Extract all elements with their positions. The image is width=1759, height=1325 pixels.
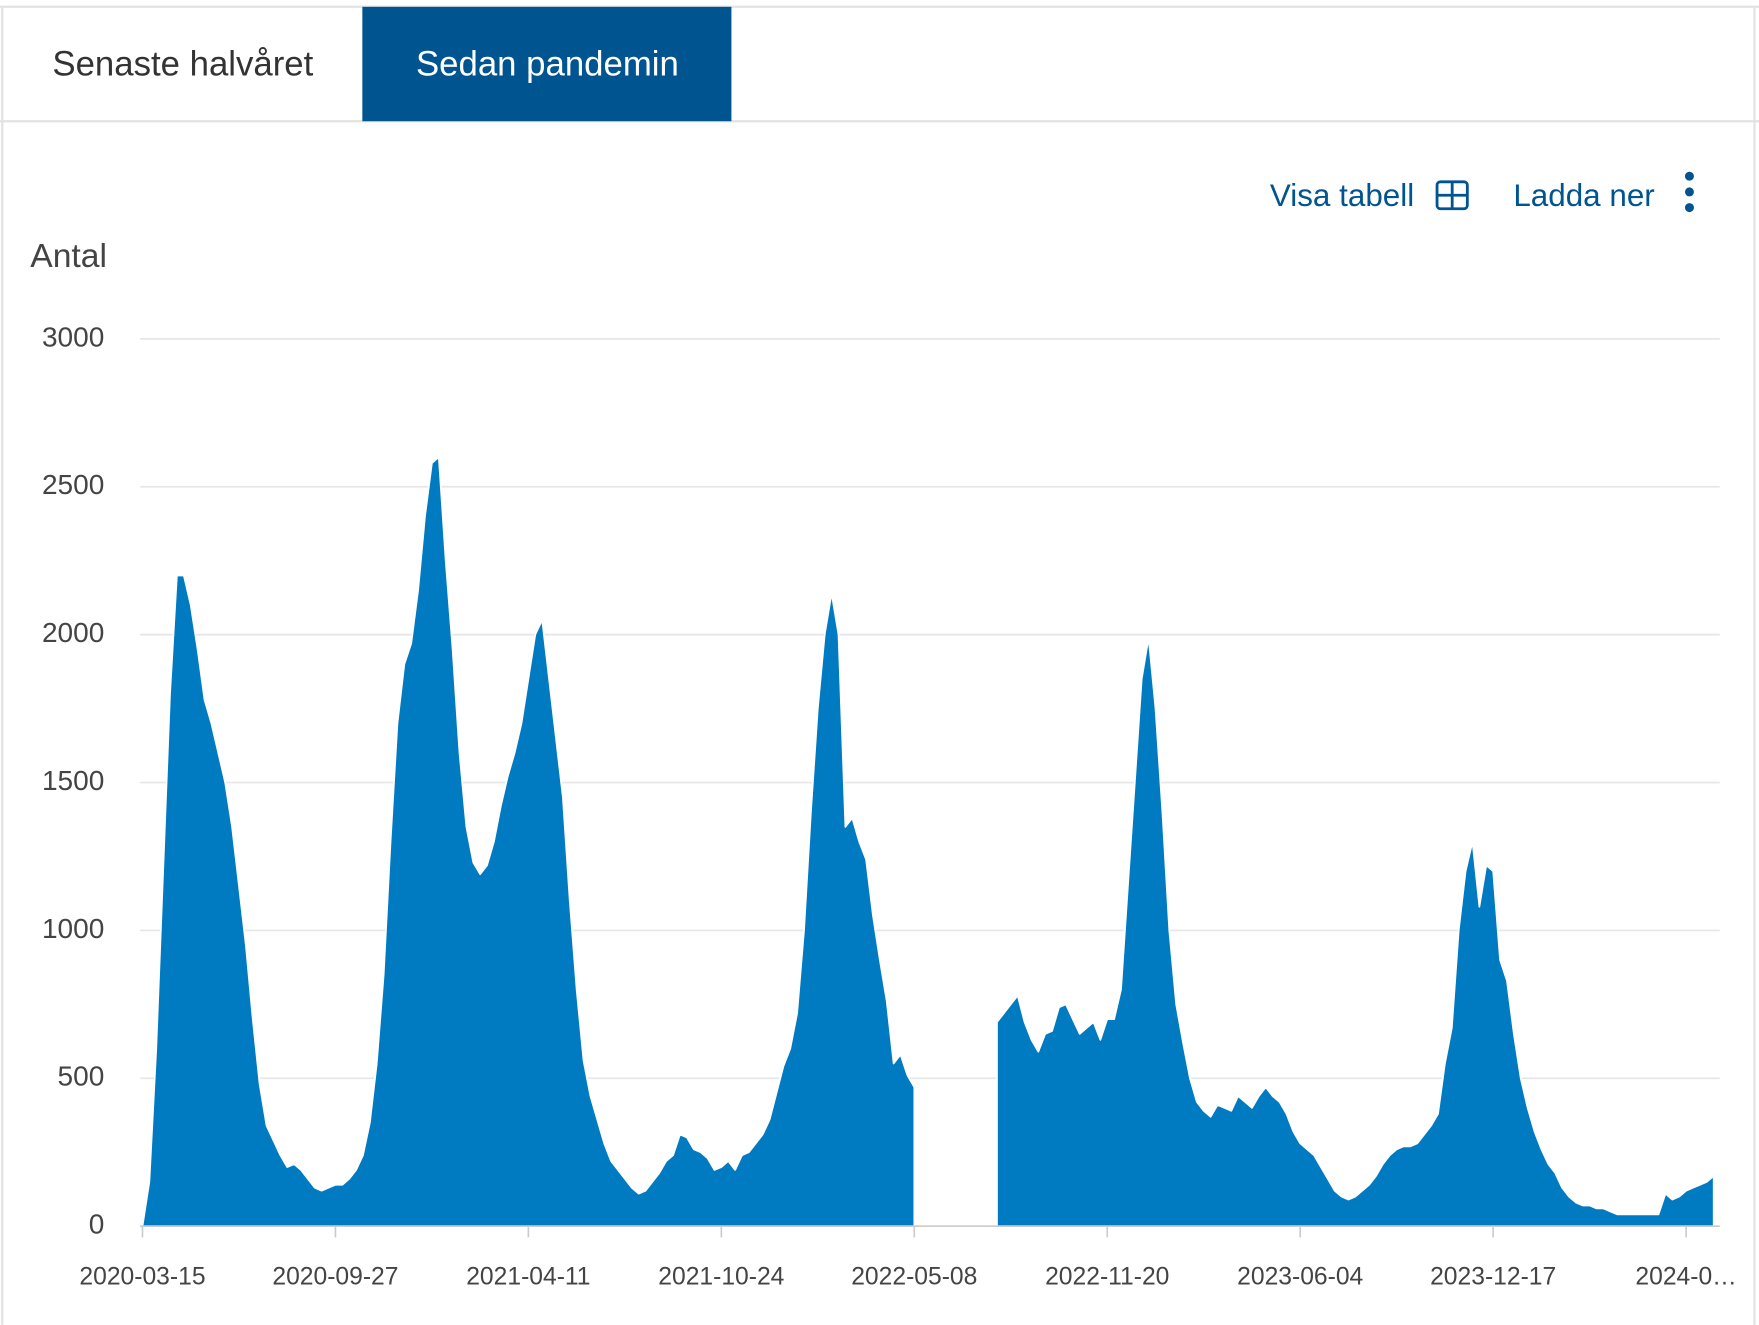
x-tick-label: 2023-06-04 xyxy=(1237,1263,1363,1290)
download-button[interactable]: Ladda ner xyxy=(1513,178,1654,213)
y-tick-label: 1000 xyxy=(42,913,104,944)
x-tick-label: 2022-05-08 xyxy=(851,1263,977,1290)
y-tick-label: 2000 xyxy=(42,617,104,648)
tab[interactable]: Senaste halvåret xyxy=(52,45,313,83)
x-tick-label: 2021-04-11 xyxy=(466,1263,590,1290)
tab[interactable]: Sedan pandemin xyxy=(416,45,679,83)
y-tick-label: 2500 xyxy=(42,469,104,500)
y-tick-label: 0 xyxy=(89,1209,105,1240)
area xyxy=(141,456,916,1228)
x-tick-label: 2020-09-27 xyxy=(272,1263,398,1290)
table-icon xyxy=(1435,180,1469,211)
more-icon xyxy=(1684,171,1694,213)
x-tick-label: 2021-10-24 xyxy=(658,1263,784,1290)
y-tick-label: 1500 xyxy=(42,765,104,796)
y-tick-label: 3000 xyxy=(42,321,104,352)
area xyxy=(996,636,1715,1228)
x-tick-label: 2024-0… xyxy=(1635,1263,1736,1290)
y-tick-label: 500 xyxy=(58,1061,105,1092)
x-tick-label: 2022-11-20 xyxy=(1045,1263,1169,1290)
active-tab[interactable] xyxy=(362,6,732,122)
y-axis-title: Antal xyxy=(30,238,107,275)
x-tick-label: 2020-03-15 xyxy=(79,1263,205,1290)
show-table-button[interactable]: Visa tabell xyxy=(1270,178,1414,213)
x-tick-label: 2023-12-17 xyxy=(1430,1263,1556,1290)
